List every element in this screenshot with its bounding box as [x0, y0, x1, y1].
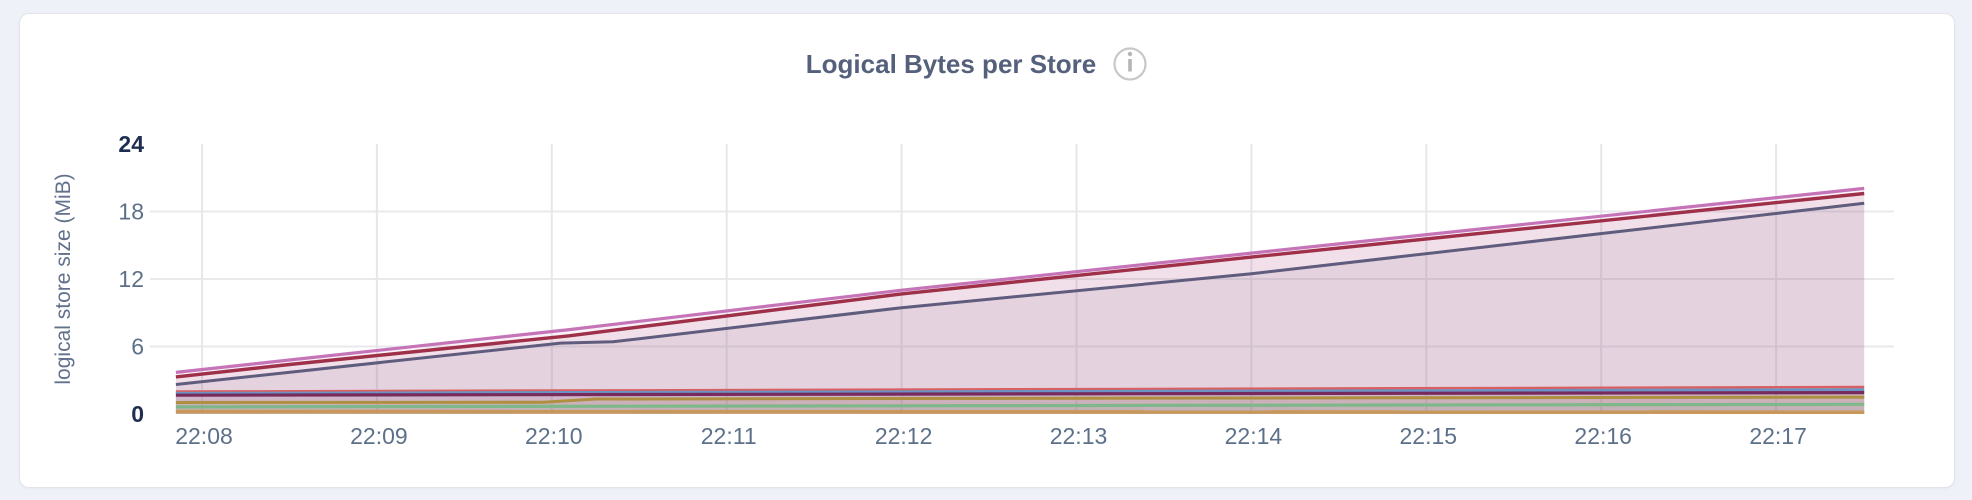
svg-text:22:16: 22:16	[1574, 423, 1632, 449]
svg-text:12: 12	[118, 266, 144, 292]
svg-text:Logical Bytes per Store: Logical Bytes per Store	[806, 49, 1096, 79]
svg-text:18: 18	[118, 199, 144, 225]
svg-text:22:12: 22:12	[875, 423, 933, 449]
svg-text:22:15: 22:15	[1400, 423, 1458, 449]
svg-text:22:10: 22:10	[525, 423, 583, 449]
svg-text:22:14: 22:14	[1225, 423, 1283, 449]
svg-text:6: 6	[131, 334, 144, 360]
svg-text:0: 0	[131, 401, 144, 427]
svg-text:logical store size (MiB): logical store size (MiB)	[52, 173, 75, 384]
svg-text:22:13: 22:13	[1050, 423, 1108, 449]
svg-text:22:11: 22:11	[701, 423, 757, 449]
svg-text:22:08: 22:08	[175, 423, 233, 449]
svg-text:22:17: 22:17	[1749, 423, 1807, 449]
svg-text:22:09: 22:09	[350, 423, 408, 449]
svg-text:24: 24	[118, 131, 144, 157]
